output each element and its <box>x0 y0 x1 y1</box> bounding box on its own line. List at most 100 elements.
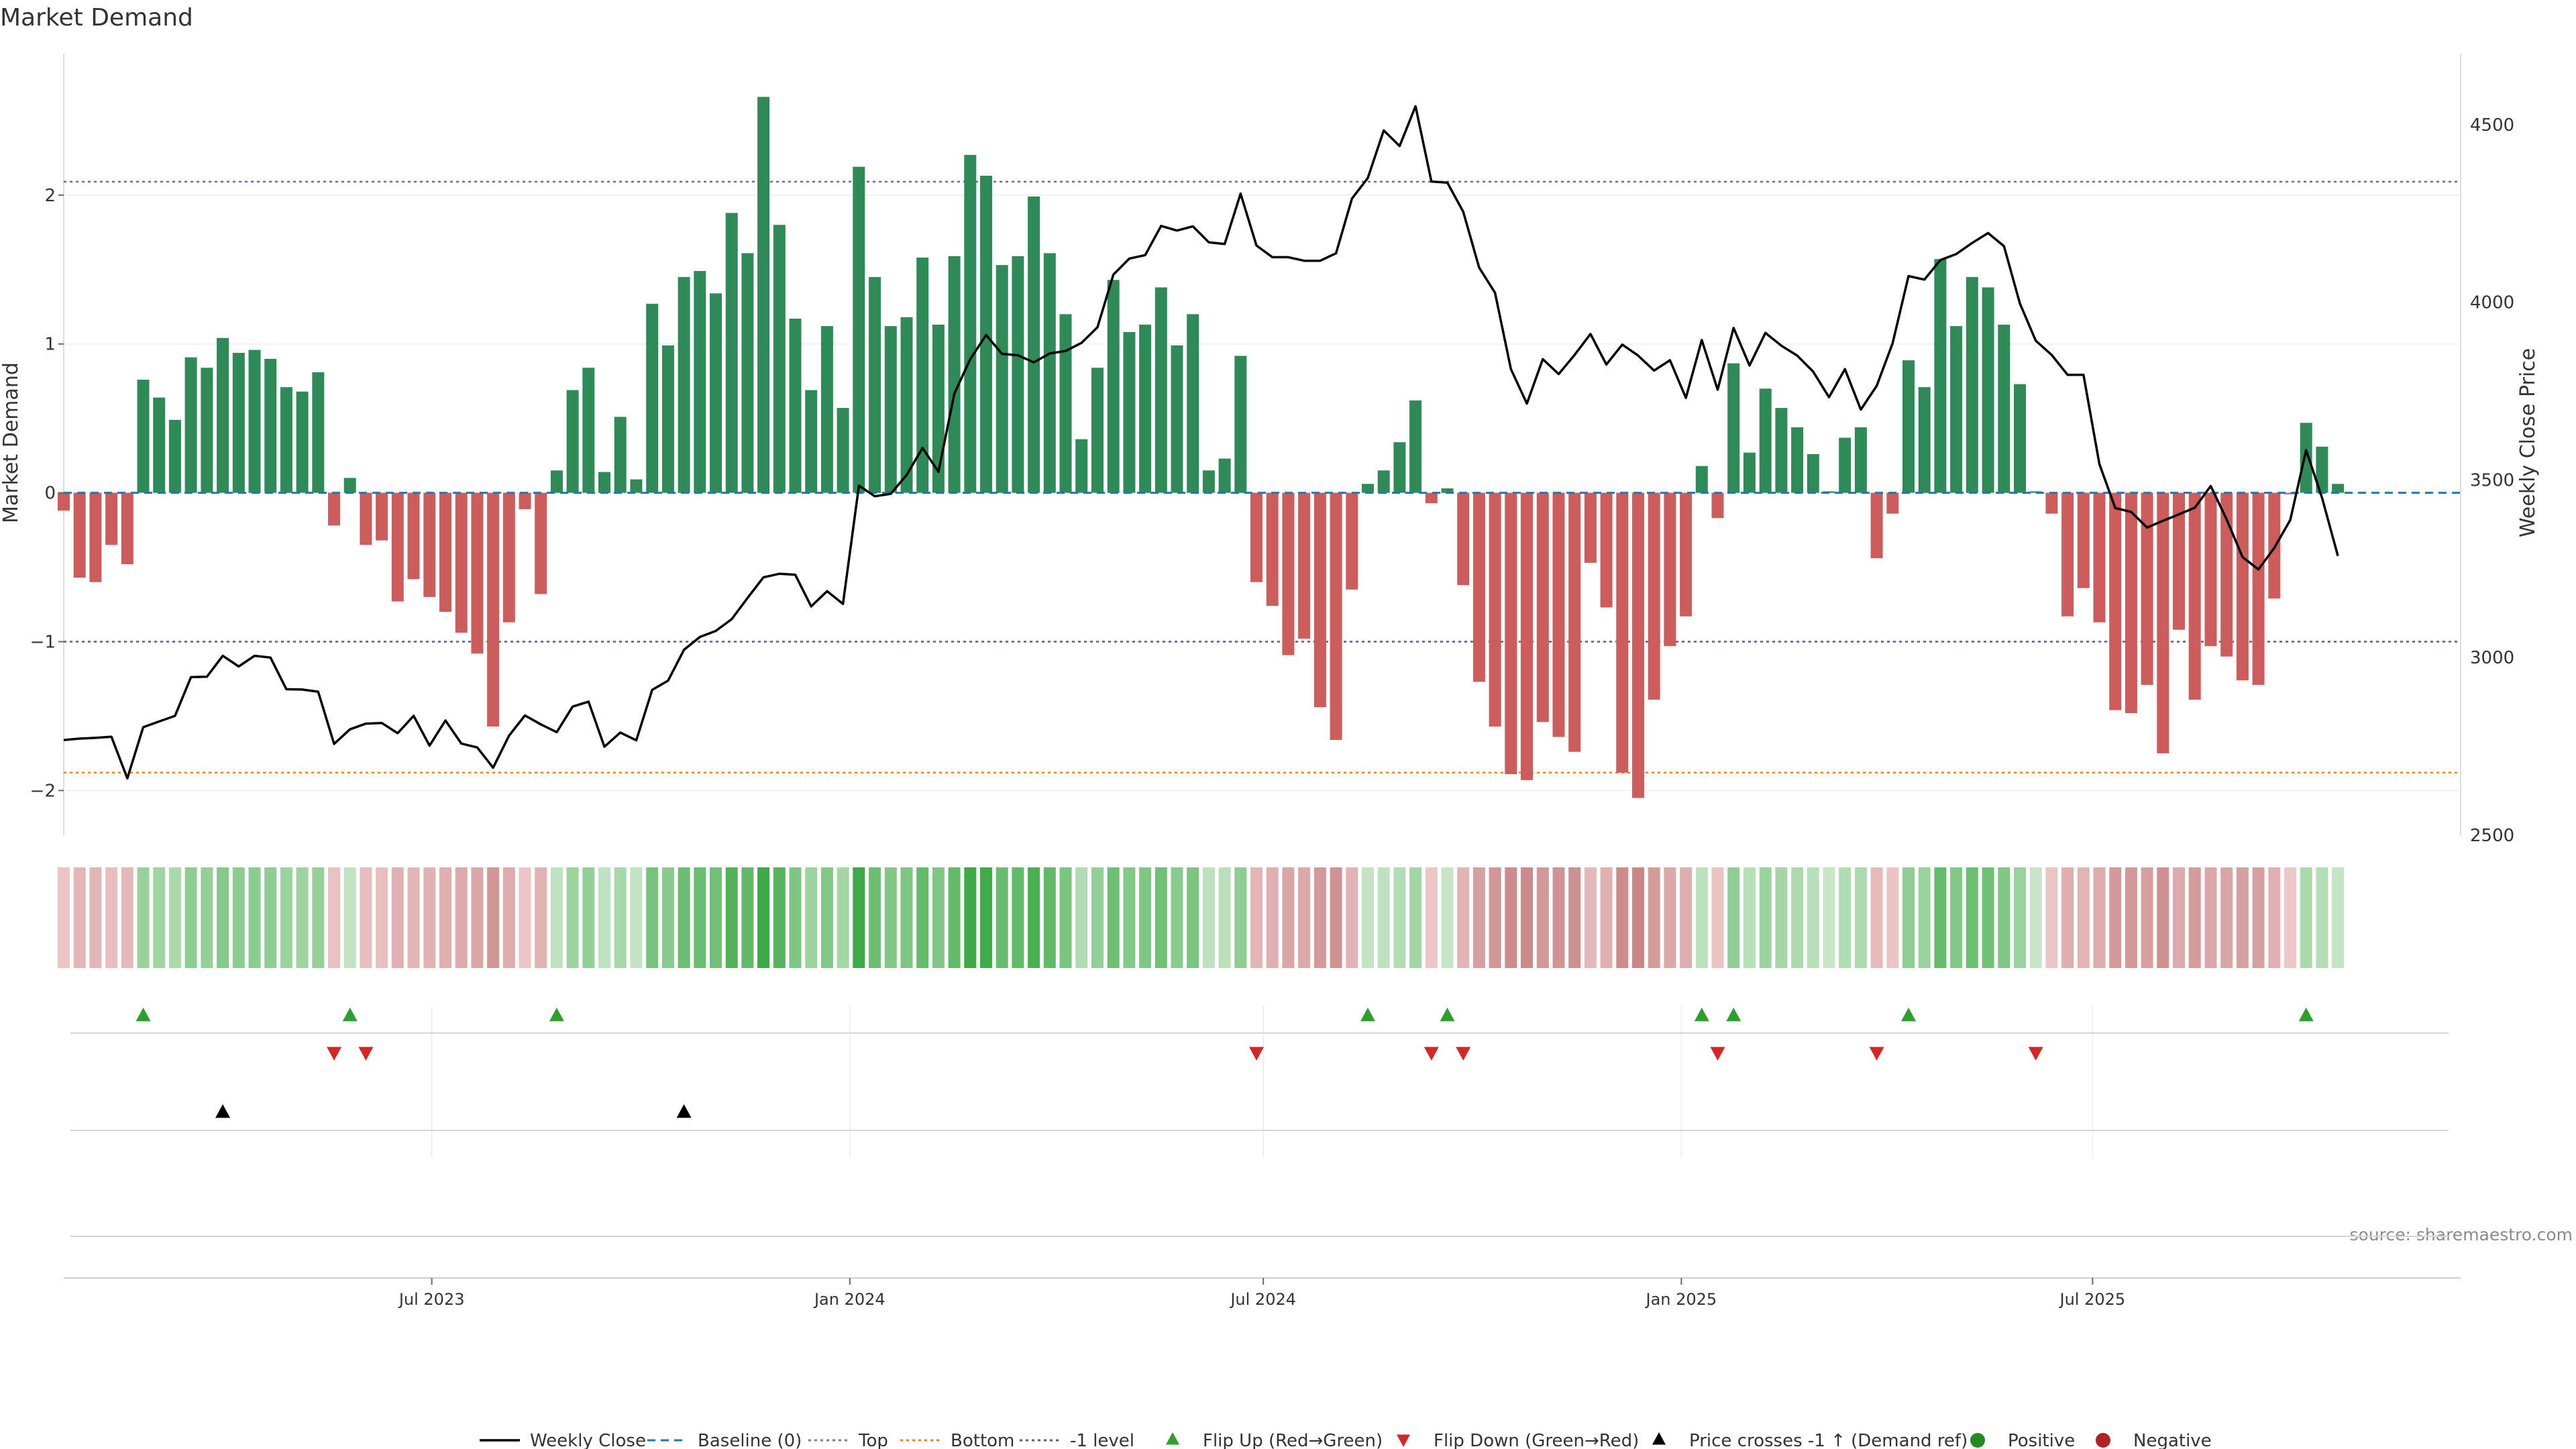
demand-bar <box>884 326 897 493</box>
demand-bar <box>1902 360 1915 493</box>
demand-bar <box>2157 492 2169 753</box>
demand-heat-cell <box>1250 867 1263 968</box>
demand-heat-cell <box>550 867 563 968</box>
demand-bar <box>1934 259 1947 493</box>
legend-item: Positive <box>1970 1431 2075 1449</box>
demand-bar <box>1330 492 1342 740</box>
demand-bar <box>519 492 531 509</box>
demand-heat-cell <box>328 867 340 968</box>
legend-item: Top <box>808 1431 888 1449</box>
weekly-close-line <box>63 105 2339 780</box>
y-tick-label: 1 <box>44 335 56 355</box>
demand-heat-cell <box>1346 867 1358 968</box>
flip-down-marker <box>1869 1046 1884 1061</box>
demand-bar <box>439 492 451 612</box>
demand-heat-cell <box>73 867 86 968</box>
demand-bar <box>1107 280 1120 493</box>
demand-heat-cell <box>343 867 356 968</box>
demand-bar <box>407 492 420 580</box>
x-tick-label: Jan 2025 <box>1645 1290 1717 1309</box>
demand-bar <box>360 492 372 545</box>
demand-bar <box>710 293 722 493</box>
demand-bar <box>184 357 197 493</box>
demand-heat-cell <box>376 867 388 968</box>
demand-bar <box>391 492 404 602</box>
demand-bar <box>1632 492 1644 798</box>
demand-bar <box>1409 400 1422 493</box>
demand-heat-cell <box>1902 867 1915 968</box>
demand-bar <box>1028 197 1040 493</box>
legend-label: -1 level <box>1070 1431 1134 1449</box>
demand-heat-cell <box>710 867 722 968</box>
demand-heat-cell <box>1632 867 1644 968</box>
demand-heat-cell <box>1202 867 1215 968</box>
demand-bar <box>1568 492 1581 752</box>
demand-heat-cell <box>2141 867 2153 968</box>
demand-heat-cell <box>661 867 674 968</box>
demand-heat-cell <box>1934 867 1947 968</box>
demand-heat-cell <box>1791 867 1804 968</box>
demand-heat-cell <box>1727 867 1740 968</box>
demand-bar <box>1298 492 1311 639</box>
legend-item: -1 level <box>1020 1431 1134 1449</box>
demand-bar <box>1202 470 1215 493</box>
demand-bar <box>1680 492 1693 616</box>
y2-tick-label: 3000 <box>2470 648 2514 668</box>
demand-heat-cell <box>805 867 818 968</box>
demand-heat-cell <box>439 867 451 968</box>
demand-bar <box>646 303 659 493</box>
demand-bar <box>1282 492 1295 655</box>
demand-heat-cell <box>1648 867 1660 968</box>
demand-bar <box>455 492 468 633</box>
demand-heat-cell <box>1536 867 1549 968</box>
demand-heat-cell <box>1950 867 1963 968</box>
demand-bar <box>789 319 802 493</box>
demand-bar <box>168 419 181 493</box>
demand-heat-cell <box>296 867 309 968</box>
demand-bar <box>2077 492 2090 588</box>
legend-item: Bottom <box>900 1431 1014 1449</box>
legend-label: Positive <box>2008 1431 2075 1449</box>
demand-bar <box>312 372 325 493</box>
demand-heat-cell <box>2125 867 2137 968</box>
demand-bar <box>2045 492 2058 514</box>
demand-bar <box>2093 492 2106 623</box>
demand-heat-cell <box>1616 867 1629 968</box>
demand-bar <box>2316 446 2328 493</box>
x-tick-label: Jul 2024 <box>1229 1290 1296 1309</box>
demand-bar <box>661 345 674 493</box>
demand-heat-cell <box>2173 867 2185 968</box>
demand-heat-cell <box>105 867 118 968</box>
demand-heat-cell <box>1472 867 1485 968</box>
demand-heat-cell <box>1075 867 1088 968</box>
demand-bar <box>1711 492 1724 519</box>
demand-heat-cell <box>678 867 690 968</box>
demand-heat-cell <box>646 867 659 968</box>
demand-bar <box>1616 492 1629 773</box>
demand-bar <box>1759 388 1772 493</box>
demand-heat-cell <box>1552 867 1565 968</box>
flip-up-marker <box>1440 1008 1455 1022</box>
demand-heat-cell <box>2300 867 2312 968</box>
demand-bar <box>1584 492 1597 563</box>
demand-bar <box>2141 492 2153 685</box>
demand-bar <box>121 492 133 565</box>
y-tick-label: −1 <box>30 633 56 653</box>
demand-heat-cell <box>2093 867 2106 968</box>
demand-heat-cell <box>996 867 1008 968</box>
demand-heat-cell <box>773 867 786 968</box>
demand-heat-cell <box>2332 867 2345 968</box>
demand-heat-cell <box>2316 867 2328 968</box>
y2-tick-label: 4500 <box>2470 115 2514 136</box>
demand-heat-cell <box>1521 867 1533 968</box>
demand-heat-cell <box>1886 867 1899 968</box>
demand-heat-cell <box>1584 867 1597 968</box>
demand-bar <box>820 326 833 493</box>
legend-swatch-dot <box>2096 1433 2110 1448</box>
demand-heat-cell <box>1425 867 1438 968</box>
demand-heat-cell <box>407 867 420 968</box>
demand-heat-cell <box>217 867 229 968</box>
demand-heat-cell <box>2284 867 2296 968</box>
price-cross-marker <box>215 1104 231 1118</box>
demand-bar <box>837 408 849 493</box>
